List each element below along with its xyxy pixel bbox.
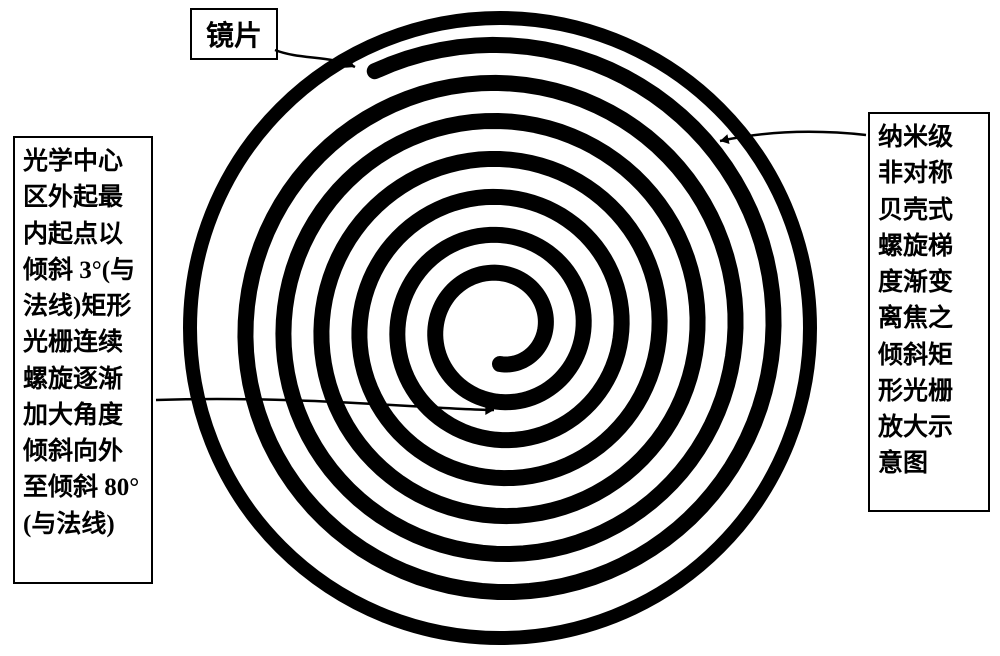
- spiral-diagram: [0, 0, 1000, 656]
- spiral-grating-path: [245, 45, 773, 592]
- right-label-arrow-head: [720, 134, 730, 144]
